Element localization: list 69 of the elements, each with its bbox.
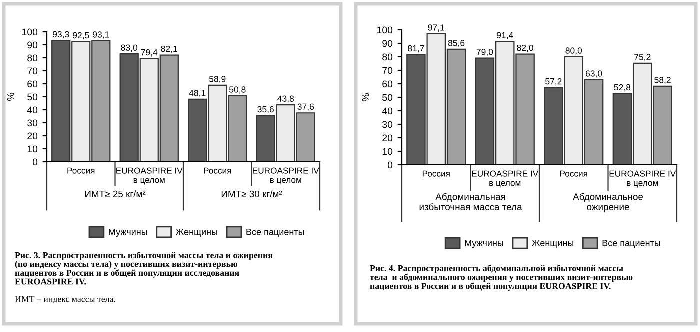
- y-tick-label: 70: [28, 68, 38, 75]
- legend-label: Женщины: [532, 240, 574, 248]
- y-tick-label: 30: [382, 121, 393, 128]
- y-tick-label: 50: [28, 94, 38, 101]
- x-tick-label: EUROASPIRE IV в целом: [610, 170, 676, 188]
- data-label: 80,0: [566, 48, 582, 55]
- text: ИМТ≥ 30 кг/м²: [222, 190, 282, 198]
- x-tick-label: Россия: [422, 170, 450, 177]
- y-tick-label: 30: [28, 120, 38, 127]
- y-tick-label: 0: [388, 162, 393, 169]
- legend-label: Мужчины: [465, 240, 504, 248]
- data-label: 82,0: [517, 44, 534, 52]
- text: ИМТ – индекс массы тела.: [15, 296, 116, 304]
- data-label: 85,6: [448, 40, 465, 48]
- data-label: 93,3: [53, 31, 70, 39]
- data-label: 75,2: [634, 54, 651, 62]
- y-tick-label: 10: [28, 146, 38, 153]
- text: Абдоминальное ожирение: [573, 193, 644, 212]
- x-tick-label: Россия: [204, 168, 232, 174]
- y-tick-label: 50: [382, 94, 393, 102]
- y-tick-label: 90: [382, 40, 393, 48]
- legend-label: Все пациенты: [602, 240, 660, 248]
- y-tick-label: 80: [28, 54, 38, 62]
- data-label: 57,2: [546, 78, 562, 86]
- y-axis-title: %: [7, 93, 14, 101]
- x-tick-label: EUROASPIRE IV в целом: [472, 170, 539, 188]
- data-label: 58,9: [209, 76, 226, 84]
- data-label: 92,5: [73, 32, 90, 40]
- y-tick-label: 100: [377, 26, 393, 34]
- y-tick-label: 70: [382, 67, 393, 74]
- text: ИМТ≥ 25 кг/м²: [85, 190, 146, 198]
- data-label: 48,1: [189, 90, 206, 98]
- y-tick-label: 60: [382, 80, 393, 88]
- legend-label: Мужчины: [109, 228, 148, 238]
- data-label: 63,0: [586, 70, 602, 78]
- y-tick-label: 0: [32, 158, 38, 166]
- data-label: 52,8: [614, 84, 631, 92]
- x-tick-label: EUROASPIRE IV в целом: [253, 168, 320, 185]
- data-label: 58,2: [654, 77, 671, 84]
- x-tick-label: Россия: [560, 170, 588, 177]
- data-label: 79,0: [476, 49, 494, 56]
- text: Абдоминальная избыточная масса тела: [420, 193, 522, 210]
- y-tick-label: 40: [382, 108, 393, 115]
- data-label: 43,8: [278, 96, 294, 103]
- y-axis-title: %: [362, 94, 370, 102]
- data-label: 79,4: [141, 49, 158, 57]
- data-label: 91,4: [497, 32, 514, 40]
- data-label: 37,6: [298, 104, 314, 112]
- data-label: 82,1: [161, 46, 178, 54]
- y-tick-label: 100: [22, 28, 38, 36]
- x-tick-label: EUROASPIRE IV в целом: [116, 168, 183, 185]
- text: Рис. 4. Распространенность абдоминальной избыточной массы тела и абдоминального ожирения у посетивших визит-интервью пациентов в России и в общей популяции EUROASPIRE IV.: [370, 265, 633, 292]
- data-label: 93,1: [93, 32, 110, 39]
- y-tick-label: 60: [28, 80, 38, 88]
- legend-label: Женщины: [176, 228, 218, 237]
- y-tick-label: 90: [28, 42, 38, 49]
- data-label: 83,0: [121, 44, 138, 52]
- data-label: 35,6: [258, 106, 274, 114]
- legend-label: Все пациенты: [246, 228, 304, 237]
- y-tick-label: 80: [382, 54, 393, 61]
- data-label: 81,7: [408, 45, 424, 53]
- x-tick-label: Россия: [68, 168, 95, 174]
- data-label: 50,8: [229, 86, 246, 94]
- y-tick-label: 20: [28, 132, 38, 140]
- text: Рис. 3. Распространенность избыточной массы тела и ожирения (по индексу массы тела) у посетивших визит-интервью пациентов в России и в общей популяции исследования EUROASPIRE IV.: [15, 252, 273, 285]
- y-tick-label: 10: [382, 148, 393, 156]
- y-tick-label: 20: [382, 134, 393, 142]
- y-tick-label: 40: [27, 106, 38, 114]
- data-label: 97,1: [428, 24, 444, 32]
